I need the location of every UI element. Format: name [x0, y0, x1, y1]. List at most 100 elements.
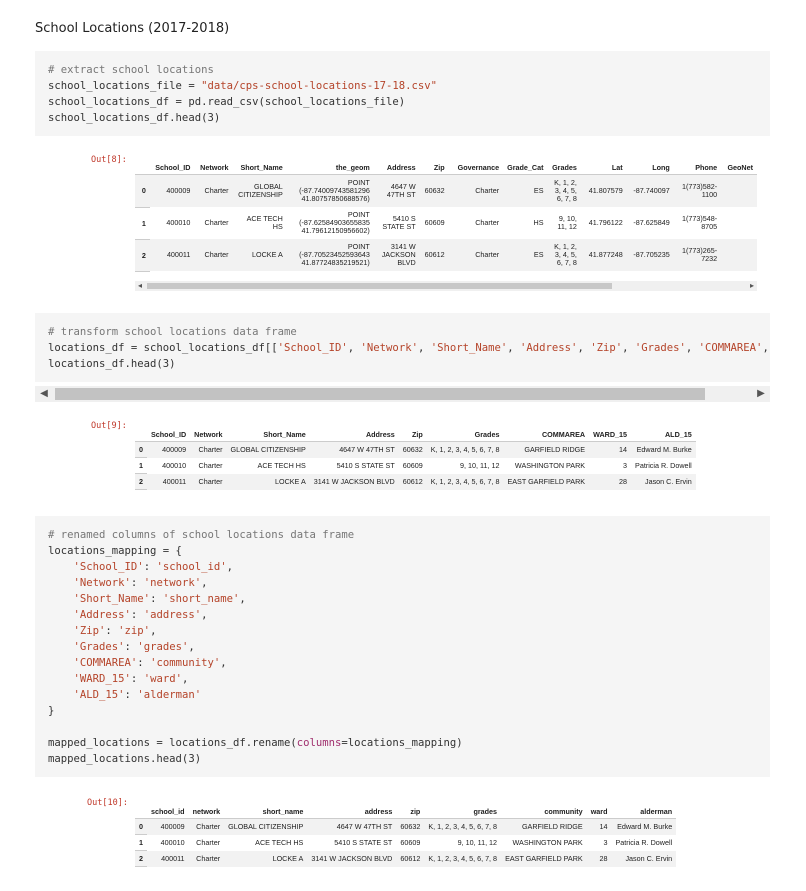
- code-line: mapped_locations.head(3): [48, 751, 770, 767]
- code-line: school_locations_df = pd.read_csv(school…: [48, 94, 770, 110]
- table-cell: Charter: [198, 461, 223, 470]
- table-cell: EAST GARFIELD PARK: [503, 473, 590, 490]
- column-header: zip: [396, 805, 425, 819]
- table-cell: Charter: [194, 239, 233, 271]
- column-header: short_name: [224, 805, 308, 819]
- code-string: 'School_ID': [73, 561, 144, 573]
- table-cell: 3141 W JACKSON BLVD: [307, 850, 397, 867]
- code-cell-rename[interactable]: # renamed columns of school locations da…: [35, 516, 770, 777]
- code-token: [48, 641, 74, 653]
- column-header: Network: [190, 428, 227, 442]
- table-cell: 5410 S STATE ST: [382, 214, 416, 231]
- code-token: :: [124, 689, 138, 701]
- code-line: [48, 719, 770, 735]
- code-token: [48, 625, 74, 637]
- code-line: school_locations_df.head(3): [48, 110, 770, 126]
- table-cell: 60609: [424, 218, 445, 227]
- table-cell: Edward M. Burke: [631, 441, 696, 458]
- column-header: Grades: [547, 161, 581, 175]
- code-token: :: [105, 625, 119, 637]
- table-cell: 3: [603, 838, 608, 847]
- code-cell-transform[interactable]: # transform school locations data frame l…: [35, 313, 770, 382]
- table-cell: GLOBAL CITIZENSHIP: [232, 174, 287, 207]
- code-token: :: [143, 561, 157, 573]
- code-token: ,: [150, 625, 157, 637]
- code-string: 'Zip': [73, 625, 106, 637]
- table-row: 1 400010 Charter ACE TECH HS POINT (-87.6258…: [135, 207, 757, 240]
- output-8-horizontal-scrollbar[interactable]: ◂ ▸: [135, 281, 757, 291]
- code-token: ,: [181, 673, 189, 685]
- column-header: Zip: [419, 161, 449, 175]
- column-header: address: [307, 805, 397, 819]
- code-token: }: [48, 705, 55, 717]
- output-label-9: Out[9]:: [91, 421, 127, 431]
- table-row: 1 400010 Charter ACE TECH HS 5410 S STATE ST…: [135, 834, 676, 851]
- row-index: 1: [135, 457, 147, 474]
- column-header: Short_Name: [232, 161, 287, 175]
- table-cell: HS: [533, 218, 544, 227]
- table-cell: 4647 W 47TH ST: [307, 818, 397, 835]
- code-token: ,: [239, 593, 246, 605]
- code-line: 'WARD_15': 'ward',: [48, 671, 770, 687]
- table-cell: 5410 S STATE ST: [336, 461, 395, 470]
- table-cell: 400009: [147, 818, 189, 835]
- table-cell: 5410 S STATE ST: [334, 838, 393, 847]
- code-string: 'short_name': [162, 593, 240, 605]
- code-string: 'Network': [73, 577, 131, 589]
- table-cell: Charter: [194, 174, 233, 207]
- table-cell: 60632: [419, 174, 449, 207]
- column-header: Short_Name: [226, 428, 310, 442]
- code-token: school_locations_file =: [48, 80, 202, 92]
- scroll-left-icon[interactable]: ◂: [137, 281, 142, 290]
- code-line: mapped_locations = locations_df.rename(c…: [48, 735, 770, 751]
- column-header: Governance: [448, 161, 504, 175]
- table-cell: -87.740097: [626, 174, 674, 207]
- table-header-row: School_ID Network Short_Name the_geom Addres…: [135, 161, 757, 175]
- table-cell: EAST GARFIELD PARK: [501, 850, 587, 867]
- code-line: 'Short_Name': 'short_name',: [48, 591, 770, 607]
- row-index: 1: [135, 834, 147, 851]
- table-cell: 400011: [149, 239, 195, 271]
- column-header: [135, 428, 147, 442]
- code-token: :: [137, 657, 151, 669]
- code-token: ,: [622, 342, 635, 354]
- code-string: 'school_id': [156, 561, 227, 573]
- code-cell-extract[interactable]: # extract school locations school_locatio…: [35, 51, 770, 136]
- table-cell: Charter: [190, 441, 227, 458]
- column-header: school_id: [147, 805, 189, 819]
- output-table-8-container[interactable]: School_ID Network Short_Name the_geom Addres…: [135, 161, 757, 279]
- scrollbar-thumb[interactable]: [147, 283, 612, 289]
- table-cell: 400011: [147, 473, 191, 490]
- code-string: 'ALD_15': [73, 689, 125, 701]
- table-cell: [721, 239, 757, 271]
- table-cell: 1(773)582-1100: [673, 174, 722, 207]
- code-token: ,: [201, 609, 208, 621]
- code-token: ,: [577, 342, 591, 354]
- table-cell: Charter: [448, 174, 504, 207]
- code-cell-2-horizontal-scrollbar[interactable]: ◀ ▶: [35, 386, 770, 402]
- table-cell: 400010: [160, 838, 185, 847]
- code-string: 'Address': [520, 342, 578, 354]
- row-index: 0: [135, 818, 147, 835]
- code-string: 'Short_Name': [73, 593, 151, 605]
- scroll-left-icon[interactable]: ◀: [40, 388, 48, 399]
- code-token: [48, 593, 74, 605]
- table-cell: POINT (-87.62584903655835 41.79612150956…: [299, 210, 370, 235]
- column-header: ALD_15: [631, 428, 696, 442]
- table-cell: K, 1, 2, 3, 4, 5, 6, 7, 8: [424, 850, 502, 867]
- column-header: Lat: [580, 161, 627, 175]
- code-string: "data/cps-school-locations-17-18.csv": [201, 80, 438, 92]
- table-row: 1 400010 Charter ACE TECH HS 5410 S STATE ST…: [135, 457, 696, 474]
- dataframe-table-10: school_id network short_name address zip grad…: [135, 805, 677, 867]
- column-header: the_geom: [286, 161, 374, 175]
- section-heading: School Locations (2017-2018): [35, 21, 230, 36]
- scroll-right-icon[interactable]: ▸: [749, 281, 754, 290]
- scroll-right-icon[interactable]: ▶: [757, 388, 765, 399]
- scrollbar-thumb[interactable]: [55, 388, 705, 400]
- table-cell: 3: [623, 461, 628, 470]
- table-cell: GARFIELD RIDGE: [501, 818, 587, 835]
- output-table-9-container: School_ID Network Short_Name Address Zip Grad…: [135, 428, 745, 493]
- column-header: Network: [194, 161, 233, 175]
- output-table-10-container: school_id network short_name address zip grad…: [135, 805, 735, 875]
- table-cell: 9, 10, 11, 12: [460, 461, 500, 470]
